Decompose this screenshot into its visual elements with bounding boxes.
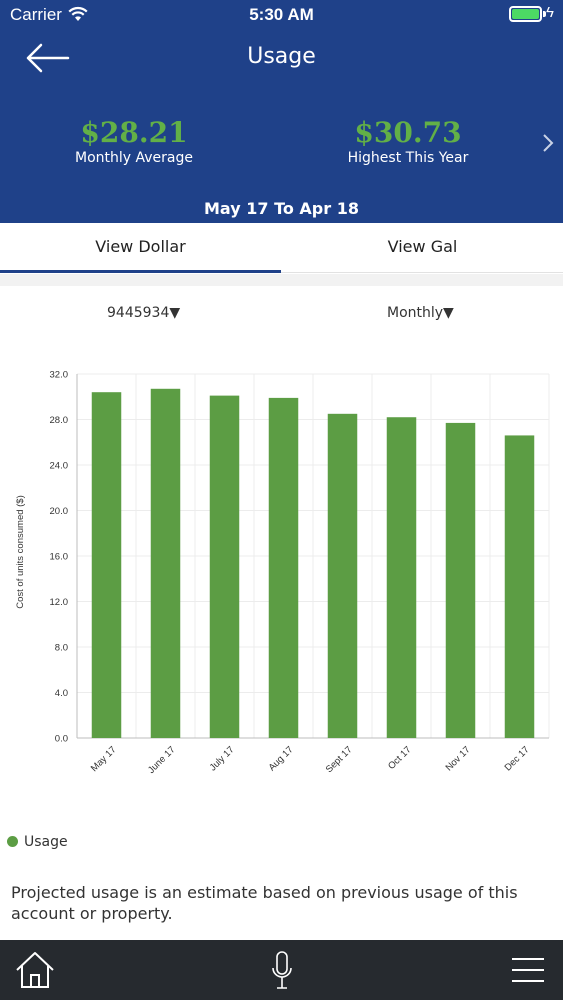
page-title: Usage <box>247 44 316 69</box>
x-tick-label: May 17 <box>89 744 119 774</box>
y-tick-label: 24.0 <box>50 461 69 472</box>
bar <box>268 397 299 738</box>
microphone-button[interactable] <box>270 950 294 992</box>
chevron-right-icon <box>543 134 554 152</box>
bar <box>91 392 122 738</box>
charging-bolt-icon: ϟ <box>546 4 554 21</box>
monthly-average-label: Monthly Average <box>75 150 193 166</box>
y-tick-label: 0.0 <box>55 734 68 745</box>
y-tick-label: 8.0 <box>55 643 68 654</box>
bar <box>504 435 535 738</box>
highest-this-year-stat: $30.73 Highest This Year <box>298 116 518 166</box>
wifi-icon <box>68 6 88 27</box>
x-tick-label: Nov 17 <box>444 744 473 773</box>
highest-this-year-value: $30.73 <box>354 116 462 149</box>
x-tick-label: Sept 17 <box>324 744 355 775</box>
menu-button[interactable] <box>510 956 546 984</box>
bottom-tab-bar <box>0 940 563 1000</box>
carrier-label: Carrier <box>10 5 62 24</box>
next-stats-button[interactable] <box>538 130 558 156</box>
x-tick-label: Dec 17 <box>503 744 532 773</box>
bar <box>445 422 476 738</box>
section-divider <box>0 274 563 286</box>
view-tabs: View Dollar View Gal <box>0 223 563 273</box>
date-range: May 17 To Apr 18 <box>204 199 359 218</box>
bar <box>150 388 181 738</box>
x-tick-label: June 17 <box>146 744 178 776</box>
battery-icon <box>509 6 542 22</box>
tab-view-dollar[interactable]: View Dollar <box>95 237 186 256</box>
home-button[interactable] <box>14 950 56 990</box>
back-arrow-icon <box>26 43 70 73</box>
legend-swatch <box>7 836 18 847</box>
bar <box>386 417 417 738</box>
x-tick-label: Oct 17 <box>386 744 414 772</box>
y-tick-label: 12.0 <box>50 597 69 608</box>
y-tick-label: 16.0 <box>50 552 69 563</box>
period-dropdown[interactable]: Monthly▼ <box>387 305 454 321</box>
bar <box>209 395 240 738</box>
microphone-icon <box>272 951 292 989</box>
x-tick-label: Aug 17 <box>267 744 296 773</box>
usage-header: Carrier 5:30 AM ϟ Usage $28.21 Monthly A… <box>0 0 563 223</box>
tab-view-gal[interactable]: View Gal <box>387 237 458 256</box>
legend-label: Usage <box>24 834 68 850</box>
y-tick-label: 20.0 <box>50 506 69 517</box>
y-tick-label: 32.0 <box>50 370 69 381</box>
status-bar: Carrier 5:30 AM ϟ <box>0 0 563 30</box>
y-axis-label: Cost of units consumed ($) <box>15 495 26 609</box>
home-icon <box>16 952 54 988</box>
projected-usage-note: Projected usage is an estimate based on … <box>11 883 518 923</box>
hamburger-menu-icon <box>512 958 544 982</box>
account-dropdown[interactable]: 9445934▼ <box>107 305 181 321</box>
active-tab-indicator <box>0 270 281 273</box>
clock-time: 5:30 AM <box>249 5 314 24</box>
x-tick-label: July 17 <box>208 744 237 773</box>
monthly-average-stat: $28.21 Monthly Average <box>24 116 244 166</box>
highest-this-year-label: Highest This Year <box>347 150 469 166</box>
battery-tip <box>543 11 546 17</box>
chart-legend: Usage <box>7 834 68 850</box>
y-tick-label: 4.0 <box>55 688 68 699</box>
y-tick-label: 28.0 <box>50 415 69 426</box>
back-button[interactable] <box>24 40 72 76</box>
bar <box>327 413 358 738</box>
usage-bar-chart: Cost of units consumed ($) 0.0 4.0 8.0 12.0… <box>0 350 563 780</box>
monthly-average-value: $28.21 <box>80 116 188 149</box>
